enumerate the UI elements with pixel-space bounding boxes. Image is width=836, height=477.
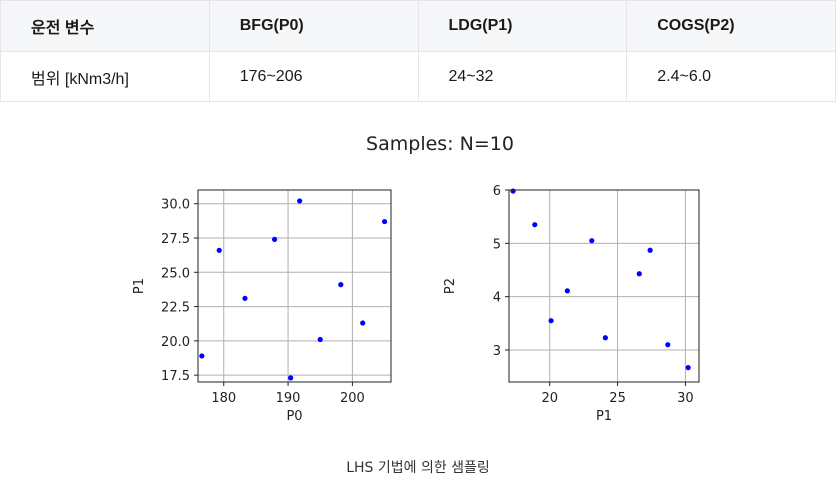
table-header-row: 운전 변수 BFG(P0) LDG(P1) COGS(P2) — [0, 0, 836, 52]
y-tick-label: 17.5 — [161, 369, 190, 384]
data-point — [636, 271, 642, 277]
data-point — [297, 198, 303, 204]
data-point — [685, 365, 691, 371]
x-tick-label: 30 — [677, 391, 694, 406]
y-tick-label: 22.5 — [161, 301, 190, 316]
x-tick-label: 20 — [541, 391, 558, 406]
data-point — [317, 336, 323, 343]
x-axis-label: P1 — [596, 409, 612, 424]
scatter-panel-p1-p2: 20 25 30 3 4 5 6 P1 P2 — [443, 184, 700, 424]
table-row: 범위 [kNm3/h] 176~206 24~32 2.4~6.0 — [0, 51, 836, 102]
data-point — [665, 342, 671, 348]
y-tick-label: 20.0 — [161, 335, 190, 350]
header-variable: 운전 변수 — [0, 0, 210, 52]
y-tick-label: 27.5 — [161, 232, 190, 247]
samples-figure: Samples: N=10 180 190 200 17.5 20.0 22.5 25.0 2… — [132, 133, 700, 424]
data-point — [564, 288, 570, 294]
x-tick-label: 200 — [340, 391, 365, 406]
plot-area — [509, 190, 699, 382]
cell-range-label: 범위 [kNm3/h] — [0, 51, 210, 102]
data-point — [199, 353, 205, 359]
data-point — [242, 295, 248, 301]
data-point — [589, 238, 595, 244]
cell-ldg-range: 24~32 — [417, 51, 628, 102]
x-tick-label: 25 — [609, 391, 626, 406]
y-axis-label: P2 — [443, 278, 458, 294]
header-cogs: COGS(P2) — [626, 0, 836, 52]
cell-cogs-range: 2.4~6.0 — [626, 51, 836, 102]
x-axis-label: P0 — [286, 409, 302, 424]
data-point — [360, 320, 366, 326]
data-point — [271, 236, 278, 242]
plot-frame — [508, 189, 700, 383]
figure-caption: LHS 기법에 의한 샘플링 — [346, 460, 490, 476]
plot-frame — [197, 189, 392, 383]
plot-area — [198, 190, 391, 382]
y-tick-label: 4 — [493, 291, 501, 306]
data-point — [288, 375, 294, 381]
scatter-panel-p0-p1: 180 190 200 17.5 20.0 22.5 25.0 27.5 30.0 P0 P1 — [132, 189, 392, 424]
x-tick-label: 190 — [276, 391, 301, 406]
y-tick-label: 6 — [493, 184, 501, 199]
variable-range-table: 운전 변수 BFG(P0) LDG(P1) COGS(P2) 범위 [kNm3/… — [0, 0, 836, 102]
data-point — [602, 335, 608, 341]
x-tick-label: 180 — [211, 391, 236, 406]
figure-title: Samples: N=10 — [366, 133, 514, 155]
data-point — [216, 247, 222, 253]
header-bfg: BFG(P0) — [208, 0, 419, 52]
data-point — [338, 282, 344, 288]
header-ldg: LDG(P1) — [417, 0, 628, 52]
y-tick-label: 3 — [493, 344, 501, 359]
y-tick-label: 25.0 — [161, 266, 190, 281]
y-tick-label: 5 — [493, 237, 501, 252]
data-point — [548, 318, 554, 324]
y-axis-label: P1 — [132, 278, 147, 294]
data-point — [381, 218, 388, 225]
data-point — [532, 222, 538, 228]
y-tick-label: 30.0 — [161, 198, 190, 213]
data-point — [647, 247, 653, 253]
cell-bfg-range: 176~206 — [208, 51, 419, 102]
data-point — [510, 188, 516, 194]
